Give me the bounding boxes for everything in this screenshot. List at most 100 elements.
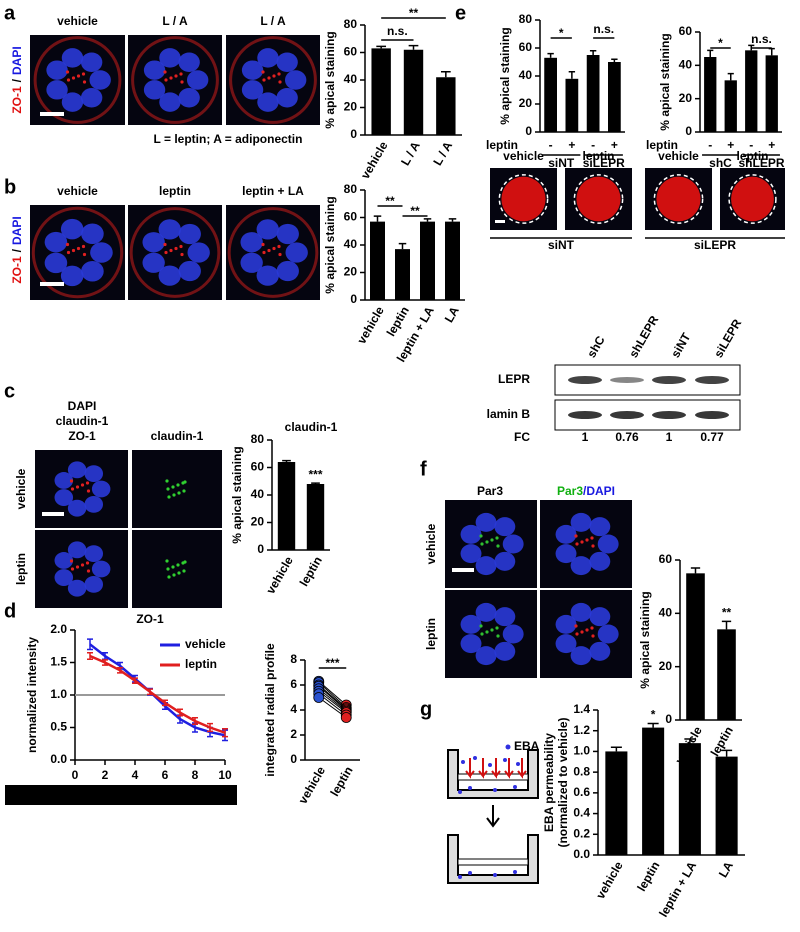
nucleus [589,551,611,571]
puncta [165,479,169,483]
group-label: siLEPR [583,156,625,170]
panel-label: f [420,458,427,480]
y-axis-label: (normalized to vehicle) [556,717,570,847]
nucleus [597,534,619,554]
channel-label: DAPI [68,399,97,413]
flux-arrow [491,758,501,779]
tracer [493,873,497,877]
puncta [166,567,170,571]
puncta [590,536,594,540]
puncta [179,72,183,76]
x-tick-label: + [768,138,775,152]
band [568,411,602,419]
puncta [71,76,76,80]
error-bar [162,699,168,707]
nucleus [256,219,279,240]
stain-part: ZO-1 [10,86,24,114]
panel-label: d [4,600,16,622]
y-tick-label: 2.0 [50,622,67,636]
x-tick-label: leptin [708,724,736,759]
puncta [76,246,81,251]
nucleus [257,48,279,68]
error-bar [376,45,387,49]
puncta [69,559,74,563]
y-tick-label: 20 [679,91,693,105]
image-label: vehicle [57,14,98,28]
column-label: siLEPR [711,316,744,360]
image-label: L / A [260,14,286,28]
puncta [267,248,271,253]
y-tick-label: 80 [344,17,358,31]
fc-value: 1 [582,430,589,444]
nucleus [241,80,264,100]
error-bar [398,242,407,250]
y-tick-label: 80 [251,432,265,446]
column-label: Par3/DAPI [557,484,615,498]
nucleus [256,265,279,286]
image-label: leptin [159,184,191,198]
puncta [575,542,579,546]
x-tick-label: leptin + LA [656,859,699,920]
significance: * [651,708,656,722]
y-tick-label: 0 [685,124,692,138]
nucleus [46,60,68,80]
scale-bar [42,512,64,516]
nucleus [90,242,113,263]
y-tick-label: 20 [519,96,533,110]
y-tick-label: 60 [344,210,358,224]
puncta [585,628,589,632]
puncta [86,489,91,493]
error-bar [610,746,622,752]
error-bar [102,659,108,666]
nucleus [241,60,264,80]
image-label: leptin [583,149,615,163]
tracer [458,875,462,879]
y-tick-label: 40 [251,487,265,501]
column-label: Par3 [477,484,503,498]
image-label: leptin [737,149,769,163]
nucleus [555,634,577,654]
significance: ** [409,6,419,20]
bar [678,743,701,855]
puncta [80,483,85,487]
cell-outline [498,174,549,224]
puncta [85,561,90,565]
nucleus [240,232,263,253]
group-label: siLEPR [694,238,736,252]
legend-label: leptin [185,657,217,671]
scale-bar [40,112,64,116]
puncta [86,569,91,573]
puncta [164,250,168,255]
bar [715,756,738,855]
puncta [182,569,186,573]
y-tick-label: 0 [290,752,297,766]
nucleus [460,634,482,654]
nucleus [61,92,84,112]
bar [724,80,737,132]
bar [277,462,296,550]
puncta [66,250,71,255]
error-bar [192,717,198,725]
bar [745,50,758,133]
puncta [591,544,595,548]
point [313,692,325,703]
tracer [468,786,472,790]
y-axis-label: % apical staining [638,591,652,688]
puncta [167,575,171,579]
puncta [490,538,494,542]
nucleus [570,602,592,622]
nucleus [276,260,299,282]
error-bar [589,50,597,55]
bar [436,77,456,135]
nucleus [589,517,611,537]
cell [656,176,701,222]
nucleus [555,544,577,564]
puncta [580,630,584,634]
puncta [81,244,86,249]
nucleus [186,70,209,90]
chart-title: claudin-1 [285,420,338,434]
band [610,377,644,383]
cell [501,176,546,222]
x-tick-label: - [549,138,553,152]
y-tick-label: 0 [350,127,357,141]
